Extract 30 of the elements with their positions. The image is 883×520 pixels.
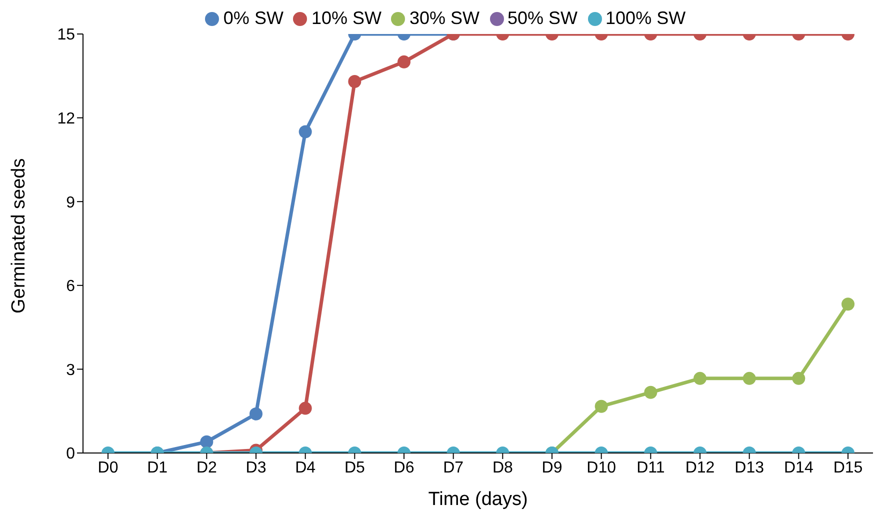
y-tick-label: 3	[66, 362, 76, 379]
y-tick-label: 12	[57, 110, 76, 128]
legend-label: 30% SW	[409, 8, 480, 28]
y-axis-title: Germinated seeds	[8, 158, 30, 314]
legend-label: 10% SW	[311, 8, 382, 28]
point	[842, 298, 854, 311]
x-axis-title: Time (days)	[428, 489, 528, 510]
y-tick-label: 0	[66, 446, 76, 463]
x-tick-label: D3	[246, 459, 266, 476]
x-tick-label: D9	[542, 459, 562, 476]
x-tick-label: D8	[492, 459, 513, 476]
legend-label: 50% SW	[508, 8, 578, 28]
legend-label: 100% SW	[606, 8, 686, 28]
y-tick-label: 9	[66, 194, 76, 212]
y-tick-label: 6	[66, 278, 76, 296]
x-tick-label: D10	[586, 459, 616, 476]
x-tick-label: D12	[685, 459, 715, 476]
x-tick-label: D0	[98, 459, 118, 476]
x-tick-label: D6	[394, 459, 414, 476]
legend-label: 0% SW	[223, 8, 284, 28]
x-tick-label: D4	[295, 459, 316, 476]
x-tick-label: D1	[147, 459, 168, 476]
x-tick-label: D15	[833, 459, 863, 476]
y-tick-label: 15	[57, 26, 76, 44]
x-tick-label: D7	[443, 459, 464, 476]
x-tick-label: D11	[636, 459, 665, 476]
x-tick-label: D2	[196, 459, 217, 476]
x-tick-label: D13	[734, 459, 764, 476]
x-tick-label: D5	[344, 459, 365, 476]
x-tick-label: D14	[784, 459, 814, 476]
